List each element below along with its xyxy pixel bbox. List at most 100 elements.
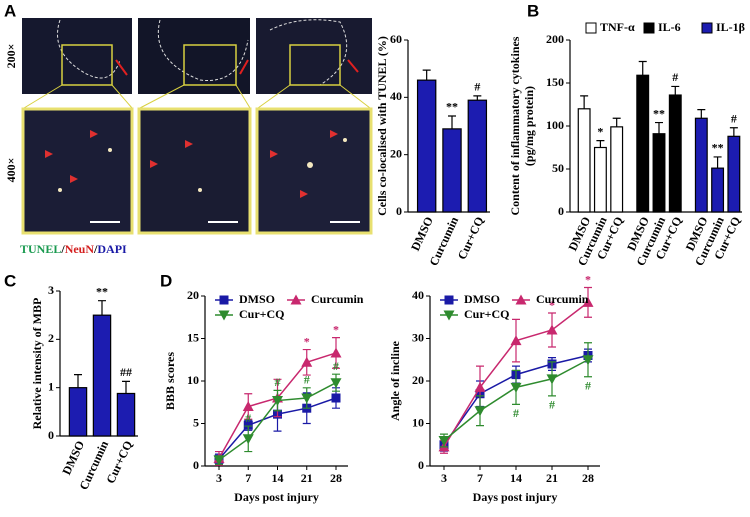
y-tick-label: 3 xyxy=(48,283,54,297)
panel-label: D xyxy=(160,271,172,290)
y-tick-label: 0 xyxy=(193,458,199,472)
x-tick-label: 14 xyxy=(272,471,284,485)
marker xyxy=(218,310,230,321)
bar xyxy=(727,135,741,213)
error-bar xyxy=(473,95,482,101)
y-tick-label: 20 xyxy=(390,146,402,160)
y-tick-label: 5 xyxy=(193,415,199,429)
significance-mark: ** xyxy=(712,141,724,155)
y-axis-label: Content of inflammatory cytokines xyxy=(508,36,522,215)
legend-label: Curcumin xyxy=(311,292,364,306)
significance-mark: # xyxy=(672,70,678,84)
y-tick-label: 10 xyxy=(412,415,424,429)
y-axis-label: BBB scores xyxy=(163,352,177,410)
bar xyxy=(610,126,624,213)
legend-label: DMSO xyxy=(239,292,275,306)
y-tick-label: 15 xyxy=(187,330,199,344)
bar xyxy=(467,99,488,213)
error-bar xyxy=(98,300,106,316)
marker xyxy=(510,382,522,393)
stain-name: NeuN xyxy=(65,242,95,256)
significance-mark: ** xyxy=(446,100,458,114)
significance-mark: # xyxy=(474,80,480,94)
y-tick-label: 0 xyxy=(418,458,424,472)
error-bar xyxy=(74,374,82,388)
significance-mark: * xyxy=(585,272,591,286)
bar xyxy=(593,146,607,213)
marker xyxy=(510,335,522,346)
legend-label: IL-1β xyxy=(716,20,745,34)
bar xyxy=(694,117,708,213)
marker xyxy=(242,434,254,445)
significance-mark: # xyxy=(549,398,555,412)
error-bar xyxy=(671,85,680,96)
y-tick-label: 200 xyxy=(546,32,564,46)
x-tick-label: DMSO xyxy=(408,215,436,254)
marker xyxy=(582,355,594,366)
marker xyxy=(213,455,225,466)
legend-label: Cur+CQ xyxy=(239,307,285,321)
y-tick-label: 20 xyxy=(412,373,424,387)
significance-mark: # xyxy=(513,406,519,420)
marker xyxy=(243,420,253,430)
bar xyxy=(68,387,88,437)
stain-name: DAPI xyxy=(97,242,127,256)
y-tick-label: 40 xyxy=(390,89,402,103)
y-axis-label: Angle of incline xyxy=(388,340,402,421)
y-tick-label: 0 xyxy=(396,204,402,218)
marker xyxy=(242,401,254,411)
bar xyxy=(116,392,136,437)
stain-name: / xyxy=(60,242,65,256)
marker xyxy=(582,296,594,307)
significance-mark: ** xyxy=(653,106,665,120)
marker xyxy=(331,393,341,403)
panel-label: B xyxy=(527,1,539,20)
y-tick-label: 50 xyxy=(552,161,564,175)
marker xyxy=(444,295,454,305)
error-bar xyxy=(655,121,663,134)
error-bar xyxy=(638,60,647,76)
y-axis-label: Relative intensity of MBP xyxy=(30,298,44,430)
marker xyxy=(301,393,313,404)
x-tick-label: 21 xyxy=(546,471,558,485)
legend-swatch xyxy=(585,22,597,34)
significance-mark: * xyxy=(549,298,555,312)
error-bar xyxy=(580,95,589,109)
significance-mark: # xyxy=(245,411,251,425)
y-tick-label: 1 xyxy=(48,379,54,393)
bar xyxy=(636,74,650,213)
y-tick-label: 0 xyxy=(48,428,54,442)
significance-mark: # xyxy=(304,373,310,387)
marker xyxy=(515,294,527,305)
error-bar xyxy=(122,380,130,394)
marker xyxy=(474,406,486,417)
legend-label: DMSO xyxy=(464,292,500,306)
significance-mark: # xyxy=(333,359,339,373)
stain-name: TUNEL xyxy=(20,242,61,256)
y-tick-label: 100 xyxy=(546,118,564,132)
x-tick-label: 3 xyxy=(441,471,447,485)
x-axis-label: Days post injury xyxy=(234,490,319,504)
bar xyxy=(711,167,725,213)
marker xyxy=(330,347,342,358)
y-axis-label: (pg/mg protein) xyxy=(522,86,536,166)
marker xyxy=(301,356,313,367)
magnification-label: 200× xyxy=(4,44,18,69)
error-bar xyxy=(448,115,456,129)
marker xyxy=(474,381,486,392)
significance-mark: * xyxy=(597,124,603,138)
marker xyxy=(330,378,342,389)
significance-mark: # xyxy=(585,379,591,393)
bar xyxy=(442,128,462,213)
legend-label: Cur+CQ xyxy=(464,307,510,321)
y-tick-label: 2 xyxy=(48,331,54,345)
significance-mark: # xyxy=(275,375,281,389)
marker xyxy=(438,436,450,446)
x-tick-label: 14 xyxy=(510,471,522,485)
error-bar xyxy=(729,127,738,137)
y-tick-label: 10 xyxy=(187,373,199,387)
error-bar xyxy=(713,156,722,169)
significance-mark: # xyxy=(731,111,737,125)
legend-label: Curcumin xyxy=(536,292,589,306)
